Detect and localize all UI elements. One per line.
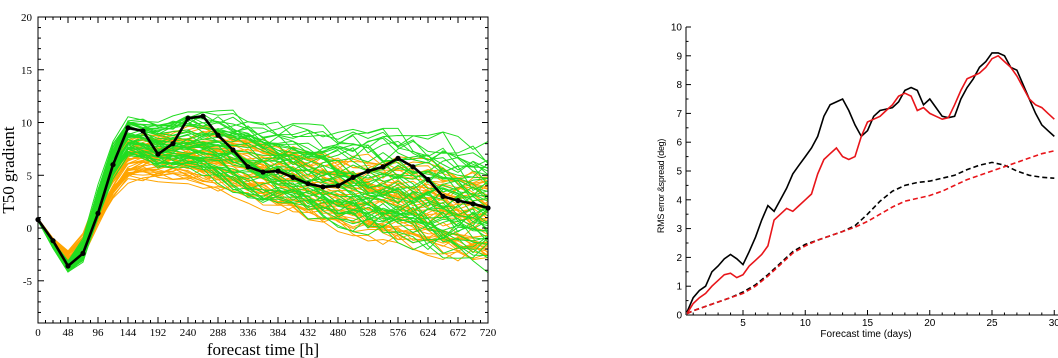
x-axis-ticks: 0 48 96 144 192 240 288 336 384 432 480 528 576 624 67… [35, 17, 497, 339]
green-member-line [37, 113, 489, 262]
control-forecast-point [80, 250, 86, 256]
y-tick-label: 8 [676, 80, 682, 91]
rms-series [686, 52, 1055, 315]
x-axis-label: Forecast time (days) [820, 329, 911, 340]
y-tick-label: 3 [676, 224, 682, 235]
y-tick-label: 7 [676, 109, 682, 120]
control-forecast-point [425, 176, 431, 183]
right-chart-rms-error-spread: 5 10 15 20 25 30 0 1 2 3 4 5 6 7 8 9 10 Forecast time (… [656, 23, 1058, 340]
y-tick-label: 9 [676, 51, 682, 62]
y-tick-label: -5 [23, 276, 33, 288]
spread-line-black [686, 161, 1055, 315]
green-member-line [37, 122, 489, 265]
control-forecast-point [440, 193, 446, 199]
control-forecast-point [50, 238, 56, 244]
x-tick-label: 25 [986, 318, 998, 329]
control-forecast-point [215, 132, 221, 138]
control-forecast-point [95, 210, 101, 216]
x-tick-label: 144 [120, 327, 137, 339]
y-tick-label: 20 [21, 12, 33, 24]
green-member-line [37, 127, 489, 266]
x-tick-label: 240 [180, 327, 197, 339]
y-tick-label: 0 [676, 311, 682, 322]
x-axis-label: forecast time [h] [207, 340, 319, 358]
control-forecast-point [305, 181, 311, 187]
control-forecast-point [260, 169, 266, 175]
x-tick-label: 96 [93, 327, 105, 339]
control-forecast-point [410, 164, 416, 170]
control-forecast-point [365, 168, 371, 174]
green-member-line [37, 116, 489, 263]
control-forecast-point [470, 201, 476, 207]
y-tick-label: 5 [676, 167, 682, 178]
orange-member-line [37, 173, 489, 265]
x-tick-label: 20 [924, 318, 936, 329]
x-tick-label: 0 [35, 327, 41, 339]
green-member-line [37, 155, 489, 273]
green-member-line [37, 132, 489, 266]
control-forecast-point [350, 174, 356, 180]
x-tick-label: 336 [240, 327, 257, 339]
x-tick-label: 672 [450, 327, 467, 339]
y-tick-label: 10 [21, 118, 33, 130]
y-axis-ticks: 0 1 2 3 4 5 6 7 8 9 10 [671, 23, 691, 322]
x-tick-label: 528 [360, 327, 377, 339]
x-tick-label: 192 [150, 327, 167, 339]
control-forecast-point [320, 184, 326, 190]
y-tick-label: 4 [676, 195, 682, 206]
control-forecast-point [395, 155, 401, 161]
x-axis-ticks: 5 10 15 20 25 30 [692, 310, 1058, 329]
control-forecast-series [35, 113, 491, 269]
y-axis-label: RMS error &spread (deg) [656, 139, 666, 233]
y-tick-label: 10 [671, 23, 683, 34]
x-tick-label: 10 [800, 318, 812, 329]
control-forecast-point [245, 164, 251, 170]
x-tick-label: 480 [330, 327, 347, 339]
x-tick-label: 432 [300, 327, 317, 339]
x-tick-label: 5 [740, 318, 746, 329]
control-forecast-point [65, 263, 71, 269]
green-member-line [37, 147, 489, 272]
x-tick-label: 48 [63, 327, 75, 339]
control-forecast-point [110, 162, 116, 168]
control-forecast-point [200, 113, 206, 119]
y-tick-label: 1 [676, 282, 682, 293]
y-tick-label: 2 [676, 253, 682, 264]
left-chart-ensemble-t50: 0 48 96 144 192 240 288 336 384 432 480 528 576 624 67… [0, 12, 497, 358]
control-forecast-point [335, 183, 341, 189]
control-forecast-point [275, 168, 281, 174]
x-tick-label: 288 [210, 327, 227, 339]
spread-line-red [686, 150, 1055, 315]
x-tick-label: 576 [390, 327, 407, 339]
x-tick-label: 15 [862, 318, 874, 329]
green-member-line [37, 120, 489, 264]
y-tick-label: 0 [27, 223, 33, 235]
control-forecast-point [125, 125, 131, 131]
y-tick-label: 15 [21, 65, 33, 77]
x-tick-label: 624 [420, 327, 437, 339]
control-forecast-point [185, 115, 191, 121]
x-tick-label: 30 [1049, 318, 1058, 329]
rms-error-line-black [686, 52, 1055, 313]
rms-error-line-red [686, 54, 1055, 315]
control-forecast-point [230, 147, 236, 153]
control-forecast-point [140, 128, 146, 134]
control-forecast-point [455, 198, 461, 204]
control-forecast-point [155, 151, 161, 157]
y-tick-label: 5 [27, 170, 33, 182]
y-axis-ticks: -5 0 5 10 15 20 [21, 12, 488, 324]
green-member-line [37, 152, 489, 270]
orange-member-line [37, 166, 489, 265]
control-forecast-point [380, 164, 386, 170]
y-tick-label: 6 [676, 138, 682, 149]
plot-axes [685, 27, 1058, 316]
control-forecast-point [170, 141, 176, 147]
x-tick-label: 384 [270, 327, 287, 339]
x-tick-label: 720 [480, 327, 497, 339]
control-forecast-point [290, 174, 296, 180]
y-axis-label: T50 gradient [0, 126, 18, 214]
